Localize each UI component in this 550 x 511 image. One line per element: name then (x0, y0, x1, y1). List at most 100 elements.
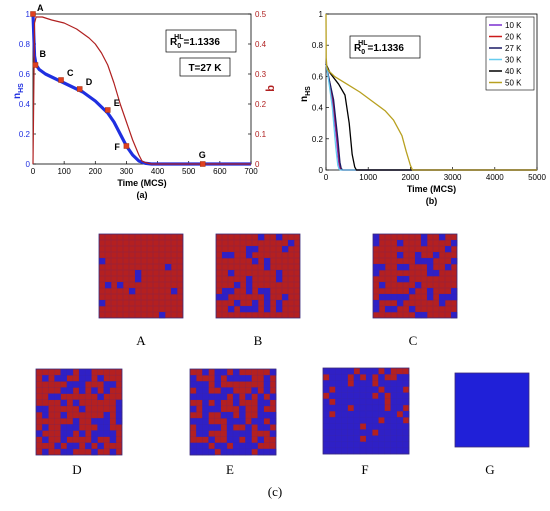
snapshot-F: F (322, 367, 410, 477)
y-right-tick-label-a: 0.5 (255, 10, 267, 19)
ls-domain-cell (439, 234, 446, 241)
ls-domain-cell (246, 288, 253, 295)
ls-domain-cell (359, 411, 367, 418)
r0-annotation_R_value: =1.1336 (183, 37, 220, 48)
ls-domain-cell (202, 430, 209, 437)
ls-domain-cell (396, 398, 404, 406)
ls-domain-cell (226, 375, 234, 382)
x-tick-label-a: 100 (57, 167, 71, 176)
marker-label-A: A (37, 3, 44, 13)
r0-annotation-b: R0 HL=1.1336 (354, 40, 404, 56)
ls-domain-cell (415, 252, 422, 259)
y-left-axis-label-a: nHS (12, 83, 25, 99)
ls-domain-cell (103, 412, 111, 419)
marker-label-F: F (114, 142, 120, 152)
ls-domain-cell (353, 386, 361, 393)
ls-domain-cell (196, 387, 203, 394)
ls-domain-cell (347, 368, 355, 375)
marker-point-G (199, 161, 206, 167)
ls-domain-cell (366, 398, 373, 406)
ls-domain-cell (202, 442, 209, 450)
ls-domain-cell (99, 258, 106, 265)
ls-domain-cell (36, 405, 43, 413)
ls-domain-cell (36, 430, 43, 437)
ls-domain-cell (228, 288, 235, 295)
ls-domain-cell (353, 374, 361, 381)
ls-domain-cell (390, 417, 398, 424)
ls-domain-cell (54, 375, 61, 382)
ls-domain-cell (66, 381, 74, 388)
ls-domain-cell (329, 435, 336, 443)
ls-domain-cell (214, 375, 222, 382)
ls-domain-cell (390, 435, 398, 443)
ls-domain-cell (54, 393, 61, 401)
ls-domain-cell (433, 270, 440, 277)
ls-domain-cell (72, 424, 80, 431)
ls-domain-cell (264, 264, 271, 271)
ls-domain-cell (72, 442, 80, 450)
ls-domain-cell (323, 386, 330, 393)
x-tick-label-b: 2000 (402, 173, 420, 182)
ls-domain-cell (264, 288, 271, 295)
ls-domain-cell (257, 405, 265, 413)
ls-domain-cell (396, 429, 404, 436)
ls-domain-cell (323, 447, 330, 455)
ls-domain-cell (396, 374, 404, 381)
ls-domain-cell (228, 306, 235, 313)
ls-domain-cell (366, 386, 373, 393)
y-left-label-main: n (12, 93, 23, 99)
ls-domain-cell (190, 405, 197, 413)
ls-domain-cell (373, 306, 380, 313)
ls-domain-cell (105, 282, 112, 289)
ls-domain-cell (208, 448, 215, 456)
ls-domain-cell (42, 436, 49, 444)
y-label-main-b: n (299, 96, 310, 102)
legend-label-3: 30 K (505, 56, 522, 65)
ls-domain-cell (323, 380, 330, 387)
ls-domain-cell (390, 423, 398, 430)
y-tick-label-b: 1 (319, 10, 324, 19)
ls-domain-cell (97, 375, 104, 382)
legend-label-1: 20 K (505, 33, 522, 42)
marker-label-B: B (39, 49, 46, 59)
ls-domain-cell (79, 369, 86, 376)
ls-domain-cell (202, 448, 209, 456)
ls-domain-cell (347, 447, 355, 455)
ls-domain-cell (202, 412, 209, 419)
ls-domain-cell (216, 294, 223, 301)
ls-domain-cell (202, 418, 209, 425)
marker-point-E (104, 107, 111, 113)
ls-domain-cell (415, 282, 422, 289)
ls-domain-cell (372, 447, 379, 455)
ls-domain-cell (341, 411, 348, 418)
legend-label-2: 27 K (505, 44, 522, 53)
ls-domain-cell (439, 294, 446, 301)
ls-domain-cell (252, 258, 259, 265)
ls-domain-cell (226, 436, 234, 444)
ls-domain-cell (396, 404, 404, 412)
ls-domain-cell (402, 435, 410, 443)
ls-domain-cell (378, 447, 385, 455)
ls-domain-cell (451, 294, 458, 301)
y-left-label-sub: HS (18, 83, 25, 93)
ls-domain-cell (366, 380, 373, 387)
ls-domain-cell (391, 306, 398, 313)
ls-domain-cell (97, 424, 104, 431)
ls-domain-cell (214, 442, 222, 450)
ls-domain-cell (329, 392, 336, 400)
ls-domain-cell (341, 386, 348, 393)
marker-label-C: C (67, 68, 74, 78)
x-tick-label-a: 200 (89, 167, 103, 176)
ls-domain-cell (226, 448, 234, 456)
ls-domain-cell (359, 404, 367, 412)
marker-point-A (30, 11, 36, 17)
ls-domain-cell (402, 441, 410, 449)
ls-domain-cell (60, 387, 68, 394)
snapshot-A: A (98, 233, 184, 348)
ls-domain-cell (421, 258, 428, 265)
ls-domain-cell (397, 264, 404, 271)
ls-domain-cell (347, 441, 355, 449)
ls-domain-cell (276, 306, 283, 313)
plot-frame-a (32, 13, 252, 165)
ls-domain-cell (402, 374, 410, 381)
